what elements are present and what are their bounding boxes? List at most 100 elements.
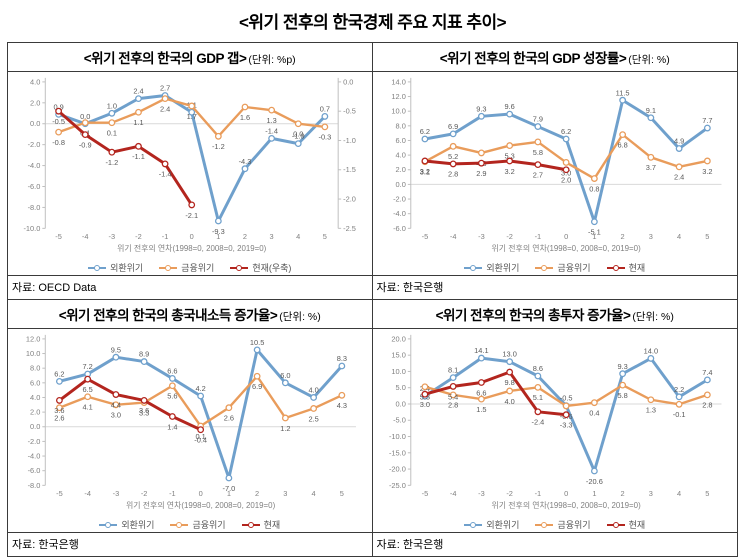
- legend-series-marker-icon: [535, 521, 554, 528]
- svg-text:7.7: 7.7: [702, 116, 712, 125]
- svg-text:6.5: 6.5: [83, 385, 93, 394]
- svg-text:6.9: 6.9: [252, 382, 262, 391]
- legend-series-marker-icon: [159, 264, 178, 271]
- legend-label: 현재: [263, 520, 281, 530]
- svg-text:2.8: 2.8: [702, 401, 712, 410]
- svg-text:3.0: 3.0: [419, 400, 429, 409]
- chart-unit-label: (단위: %): [279, 311, 321, 323]
- svg-text:-1.4: -1.4: [265, 126, 278, 135]
- svg-text:1.2: 1.2: [280, 424, 290, 433]
- svg-text:14.1: 14.1: [474, 346, 488, 355]
- svg-text:8.0: 8.0: [395, 121, 405, 130]
- legend-label: 현재: [628, 263, 646, 273]
- svg-text:5.3: 5.3: [504, 151, 514, 160]
- svg-text:-0.5: -0.5: [343, 107, 356, 116]
- legend-series-marker-icon: [464, 264, 483, 271]
- svg-text:-4.0: -4.0: [28, 161, 41, 170]
- svg-text:-2: -2: [506, 489, 513, 498]
- svg-text:3.2: 3.2: [419, 167, 429, 176]
- svg-text:-1.2: -1.2: [212, 142, 225, 151]
- legend-label: 외환위기: [110, 263, 144, 273]
- chart-title-row: <위기 전후의 한국의 총국내소득 증가율> (단위: %): [8, 300, 372, 329]
- legend-label: 금융위기: [557, 520, 591, 530]
- svg-text:-8.0: -8.0: [28, 481, 41, 490]
- svg-text:-2.0: -2.0: [393, 195, 406, 204]
- chart-panel-gdi-growth: <위기 전후의 한국의 총국내소득 증가율> (단위: %) 12.0 10.0 8.…: [8, 300, 373, 556]
- svg-text:0: 0: [564, 489, 568, 498]
- svg-text:0.9: 0.9: [53, 102, 63, 111]
- legend-series-marker-icon: [230, 264, 249, 271]
- svg-text:4.9: 4.9: [673, 137, 683, 146]
- svg-text:-4.0: -4.0: [393, 209, 406, 218]
- svg-text:-4: -4: [449, 232, 456, 241]
- svg-text:4.0: 4.0: [395, 151, 405, 160]
- svg-text:-1.5: -1.5: [343, 165, 356, 174]
- svg-text:8.0: 8.0: [30, 364, 40, 373]
- chart-title: <위기 전후의 한국의 총국내소득 증가율>: [58, 308, 278, 323]
- svg-text:1: 1: [227, 489, 231, 498]
- svg-text:-4: -4: [84, 489, 91, 498]
- svg-text:-2: -2: [506, 232, 513, 241]
- legend-series-marker-icon: [241, 521, 260, 528]
- svg-text:6.2: 6.2: [54, 369, 64, 378]
- svg-text:3.6: 3.6: [139, 406, 149, 415]
- svg-text:2.2: 2.2: [673, 385, 683, 394]
- svg-text:8.1: 8.1: [448, 366, 458, 375]
- svg-text:1: 1: [592, 489, 596, 498]
- svg-text:0.1: 0.1: [107, 129, 117, 138]
- svg-text:5.6: 5.6: [167, 392, 177, 401]
- legend-item: 외환위기: [99, 518, 154, 531]
- svg-text:2.0: 2.0: [395, 165, 405, 174]
- svg-text:5.4: 5.4: [448, 392, 458, 401]
- svg-text:14.0: 14.0: [643, 346, 657, 355]
- investment-growth-chart: 20.015.010.05.00.0-5.0-10.0-15.0-20.0-25…: [388, 334, 721, 510]
- chart-title-row: <위기 전후의 한국의 GDP 성장률> (단위: %): [372, 43, 737, 72]
- svg-text:3.3: 3.3: [139, 408, 149, 417]
- svg-text:7.9: 7.9: [532, 115, 542, 124]
- svg-text:0.0: 0.0: [343, 77, 353, 86]
- svg-text:9.6: 9.6: [504, 102, 514, 111]
- svg-text:1.4: 1.4: [167, 422, 177, 431]
- legend: 외환위기 금융위기 현재: [8, 517, 372, 532]
- svg-text:-6.0: -6.0: [393, 224, 406, 233]
- svg-text:0.0: 0.0: [80, 112, 90, 121]
- svg-text:-0.1: -0.1: [672, 410, 685, 419]
- svg-text:0: 0: [564, 232, 568, 241]
- legend-item: 외환위기: [464, 261, 519, 274]
- svg-text:-20.0: -20.0: [388, 465, 405, 474]
- svg-text:5.2: 5.2: [448, 152, 458, 161]
- chart-unit-label: (단위: %): [628, 54, 670, 66]
- svg-text:5.8: 5.8: [617, 391, 627, 400]
- svg-text:1.3: 1.3: [266, 116, 276, 125]
- svg-text:-1: -1: [169, 489, 176, 498]
- gdp-gap-chart: 4.02.00.0-2.0-4.0-6.0-8.0-10.00.0-0.5-1.…: [23, 77, 356, 253]
- svg-text:-5: -5: [421, 232, 428, 241]
- svg-text:1: 1: [216, 232, 220, 241]
- chart-panel-investment-growth: <위기 전후의 한국의 총투자 증가율> (단위: %) 20.0 15.0 10.0…: [372, 300, 737, 556]
- svg-text:3: 3: [648, 232, 652, 241]
- svg-text:6.6: 6.6: [167, 366, 177, 375]
- source-label: 자료: 한국은행: [372, 532, 737, 556]
- svg-text:-6.0: -6.0: [28, 466, 41, 475]
- svg-text:2.0: 2.0: [560, 176, 570, 185]
- svg-text:2.7: 2.7: [160, 84, 170, 93]
- svg-text:2: 2: [243, 232, 247, 241]
- svg-text:14.0: 14.0: [391, 77, 405, 86]
- legend-item: 금융위기: [535, 261, 591, 274]
- svg-text:4.1: 4.1: [83, 403, 93, 412]
- svg-text:2: 2: [255, 489, 259, 498]
- svg-text:2.4: 2.4: [673, 173, 683, 182]
- svg-text:13.0: 13.0: [502, 350, 516, 359]
- legend-item: 금융위기: [170, 518, 226, 531]
- svg-text:5: 5: [705, 232, 709, 241]
- svg-text:-20.6: -20.6: [585, 477, 602, 486]
- svg-text:2.5: 2.5: [308, 414, 318, 423]
- svg-text:-5: -5: [55, 232, 62, 241]
- svg-text:6.2: 6.2: [560, 127, 570, 136]
- chart-title: <위기 전후의 한국의 GDP 갭>: [83, 51, 247, 66]
- svg-text:0.0: 0.0: [395, 180, 405, 189]
- svg-text:1.5: 1.5: [476, 405, 486, 414]
- svg-text:2.8: 2.8: [448, 401, 458, 410]
- svg-text:2.4: 2.4: [133, 87, 143, 96]
- svg-text:12.0: 12.0: [391, 92, 405, 101]
